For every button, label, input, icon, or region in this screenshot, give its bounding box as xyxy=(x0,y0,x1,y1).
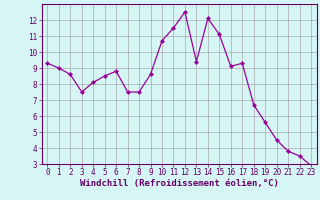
X-axis label: Windchill (Refroidissement éolien,°C): Windchill (Refroidissement éolien,°C) xyxy=(80,179,279,188)
